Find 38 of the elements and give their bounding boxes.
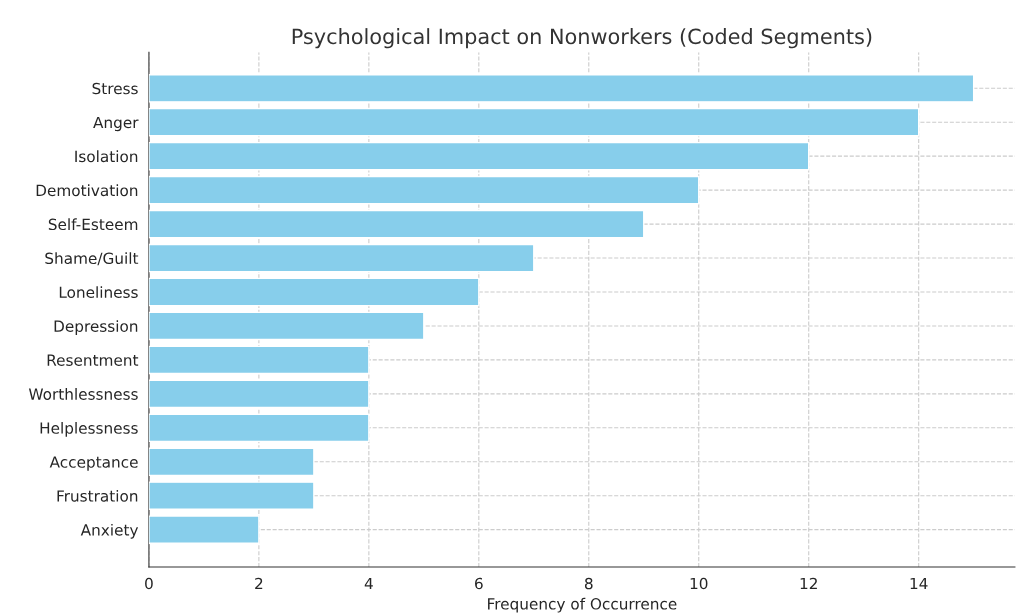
bar	[148, 447, 315, 477]
chart-title: Psychological Impact on Nonworkers (Coded Segments)	[292, 28, 872, 49]
bar	[148, 209, 645, 239]
y-tick-label: Resentment	[47, 354, 139, 366]
x-tick-label: 0	[145, 577, 153, 590]
y-tick-label: Helplessness	[40, 422, 138, 437]
x-axis-title: Frequency of Occurrence	[488, 597, 677, 613]
bar	[148, 175, 700, 205]
bar	[148, 277, 480, 307]
y-tick-label: Stress	[92, 82, 138, 95]
x-tick-label: 6	[475, 577, 483, 590]
bar	[148, 141, 810, 171]
y-tick-label: Shame/Guilt	[45, 252, 139, 266]
y-tick-label: Frustration	[57, 489, 138, 502]
bar	[148, 379, 370, 409]
y-tick-label: Demotivation	[36, 184, 138, 197]
bar	[148, 243, 535, 273]
y-tick-label: Depression	[54, 320, 138, 335]
y-tick-label: Loneliness	[59, 286, 138, 299]
x-tick-label: 4	[364, 577, 373, 590]
x-tick-label: 14	[910, 577, 928, 590]
x-tick-label: 10	[690, 577, 708, 590]
y-tick-label: Acceptance	[49, 456, 138, 471]
x-tick-label: 2	[255, 577, 263, 590]
bar	[148, 413, 370, 443]
y-tick-label: Self-Esteem	[48, 218, 138, 231]
y-tick-label: Anxiety	[80, 523, 139, 539]
bar	[148, 345, 370, 375]
y-tick-label: Worthlessness	[28, 388, 138, 400]
y-tick-label: Anger	[93, 116, 139, 132]
bar	[148, 73, 975, 103]
bar	[148, 311, 425, 341]
bar	[148, 515, 260, 544]
bar	[148, 481, 315, 511]
x-tick-label: 12	[800, 577, 817, 590]
y-tick-label: Isolation	[75, 150, 138, 163]
x-tick-label: 8	[584, 577, 593, 590]
bar	[148, 107, 920, 137]
